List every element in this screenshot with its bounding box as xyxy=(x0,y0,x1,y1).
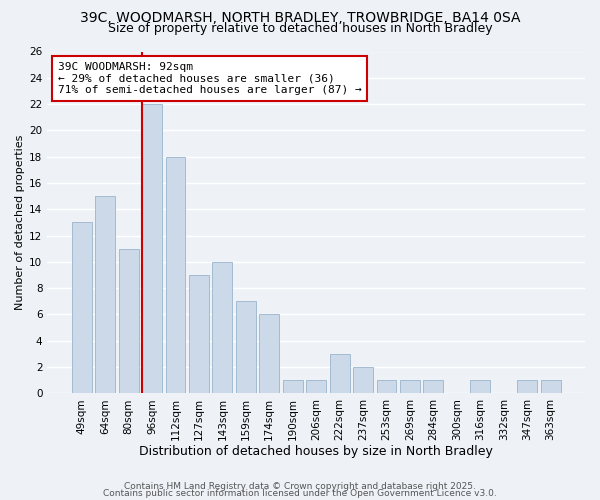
Bar xyxy=(212,262,232,394)
Bar xyxy=(306,380,326,394)
Bar xyxy=(377,380,397,394)
Text: Contains HM Land Registry data © Crown copyright and database right 2025.: Contains HM Land Registry data © Crown c… xyxy=(124,482,476,491)
Bar xyxy=(424,380,443,394)
Bar xyxy=(541,380,560,394)
Text: Size of property relative to detached houses in North Bradley: Size of property relative to detached ho… xyxy=(107,22,493,35)
Bar xyxy=(470,380,490,394)
Bar xyxy=(283,380,302,394)
Bar xyxy=(236,302,256,394)
X-axis label: Distribution of detached houses by size in North Bradley: Distribution of detached houses by size … xyxy=(139,444,493,458)
Bar xyxy=(329,354,350,394)
Bar xyxy=(95,196,115,394)
Text: 39C WOODMARSH: 92sqm
← 29% of detached houses are smaller (36)
71% of semi-detac: 39C WOODMARSH: 92sqm ← 29% of detached h… xyxy=(58,62,362,95)
Bar xyxy=(517,380,537,394)
Bar xyxy=(119,248,139,394)
Bar xyxy=(353,367,373,394)
Bar xyxy=(72,222,92,394)
Bar xyxy=(166,156,185,394)
Y-axis label: Number of detached properties: Number of detached properties xyxy=(15,134,25,310)
Bar xyxy=(400,380,420,394)
Bar xyxy=(259,314,279,394)
Bar xyxy=(142,104,162,394)
Text: Contains public sector information licensed under the Open Government Licence v3: Contains public sector information licen… xyxy=(103,489,497,498)
Text: 39C, WOODMARSH, NORTH BRADLEY, TROWBRIDGE, BA14 0SA: 39C, WOODMARSH, NORTH BRADLEY, TROWBRIDG… xyxy=(80,11,520,25)
Bar xyxy=(189,275,209,394)
